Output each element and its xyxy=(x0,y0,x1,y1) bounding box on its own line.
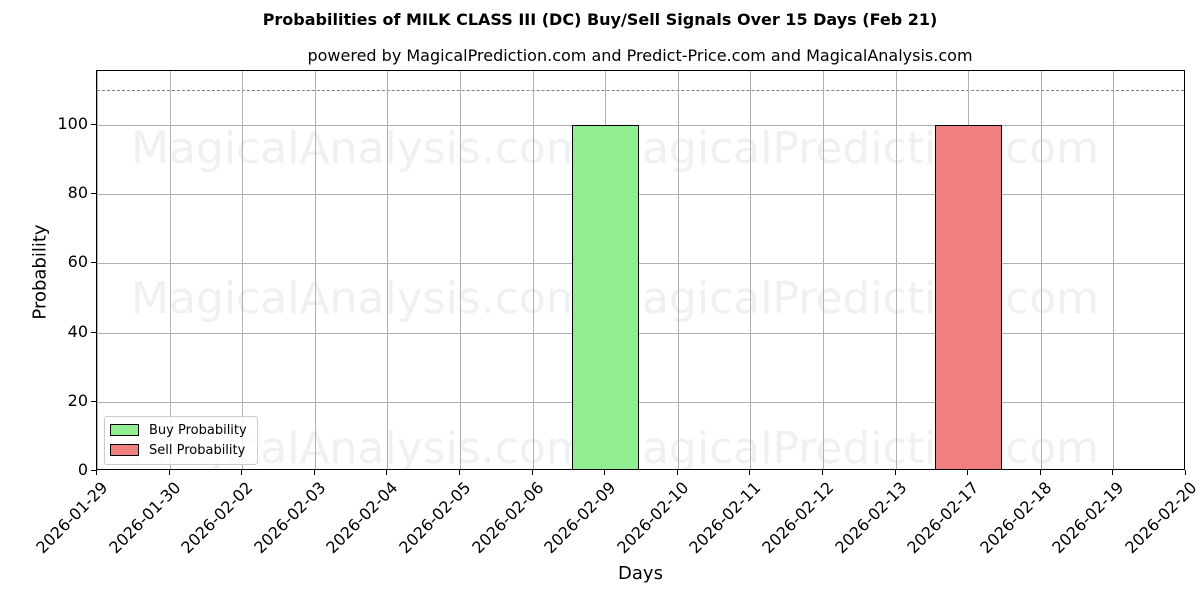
gridline-vertical xyxy=(169,71,171,469)
gridline-vertical xyxy=(97,71,98,469)
y-tick-label: 20 xyxy=(67,390,88,410)
gridline-vertical xyxy=(314,71,316,469)
gridline-vertical xyxy=(1040,71,1042,469)
y-tick-mark xyxy=(91,400,96,402)
legend-item-sell: Sell Probability xyxy=(110,442,245,458)
x-tick-mark xyxy=(967,470,969,475)
gridline-vertical xyxy=(823,71,824,469)
gridline-vertical xyxy=(387,71,389,469)
x-tick-mark xyxy=(894,470,896,475)
gridline-horizontal xyxy=(97,401,1184,403)
x-tick-label: 2026-02-20 xyxy=(1121,478,1200,558)
gridline-vertical xyxy=(750,71,752,469)
x-tick-mark xyxy=(531,470,533,475)
x-tick-label: 2026-02-17 xyxy=(903,478,983,558)
y-tick-mark xyxy=(91,262,96,264)
x-tick-mark xyxy=(459,470,460,475)
x-tick-label: 2026-02-10 xyxy=(613,478,693,558)
x-tick-label: 2026-02-05 xyxy=(395,478,475,558)
threshold-line xyxy=(97,90,1184,92)
x-tick-label: 2026-02-19 xyxy=(1048,478,1128,558)
x-tick-mark xyxy=(313,470,315,475)
x-tick-mark xyxy=(241,470,243,475)
x-tick-label: 2026-02-09 xyxy=(540,478,620,558)
x-axis-label: Days xyxy=(618,563,663,584)
x-tick-mark xyxy=(822,470,823,475)
gridline-vertical xyxy=(532,71,534,469)
gridline-horizontal xyxy=(97,332,1184,334)
watermark: MagicalAnalysis.com xyxy=(131,273,589,324)
sell-probability-bar xyxy=(935,125,1003,469)
legend: Buy Probability Sell Probability xyxy=(104,416,258,465)
x-tick-mark xyxy=(96,470,97,475)
gridline-horizontal xyxy=(97,125,1184,126)
x-tick-label: 2026-02-11 xyxy=(685,478,765,558)
y-tick-label: 60 xyxy=(67,252,88,272)
x-tick-mark xyxy=(749,470,751,475)
x-tick-label: 2026-02-18 xyxy=(976,478,1056,558)
legend-item-buy: Buy Probability xyxy=(110,422,247,438)
gridline-vertical xyxy=(677,71,679,469)
y-tick-label: 100 xyxy=(57,114,88,133)
x-tick-label: 2026-02-13 xyxy=(830,478,911,558)
buy-swatch-icon xyxy=(110,424,139,436)
x-tick-mark xyxy=(1039,470,1041,475)
x-tick-label: 2026-01-30 xyxy=(104,478,185,558)
x-tick-mark xyxy=(604,470,606,475)
y-tick-label: 0 xyxy=(77,460,88,479)
x-tick-label: 2026-02-03 xyxy=(250,478,330,558)
gridline-vertical xyxy=(242,71,244,469)
watermark: MagicalPrediction.com xyxy=(604,273,1099,324)
watermark: MagicalAnalysis.com xyxy=(131,123,589,174)
chart-title: Probabilities of MILK CLASS III (DC) Buy… xyxy=(262,10,938,29)
legend-label-buy: Buy Probability xyxy=(149,422,247,438)
x-tick-mark xyxy=(168,470,170,475)
x-tick-mark xyxy=(676,470,678,475)
y-tick-mark xyxy=(91,331,96,333)
x-tick-label: 2026-01-29 xyxy=(32,478,112,558)
plot-area: MagicalAnalysis.com MagicalPrediction.com… xyxy=(96,70,1185,470)
y-tick-label: 40 xyxy=(67,321,88,341)
x-tick-mark xyxy=(1112,470,1114,475)
y-tick-mark xyxy=(91,193,96,195)
watermark: MagicalPrediction.com xyxy=(604,123,1099,174)
gridline-vertical xyxy=(1113,71,1115,469)
x-tick-label: 2026-02-04 xyxy=(322,478,402,558)
gridline-horizontal xyxy=(97,263,1184,265)
x-tick-label: 2026-02-06 xyxy=(467,478,548,558)
gridline-horizontal xyxy=(97,194,1184,196)
gridline-vertical xyxy=(460,71,461,469)
y-tick-label: 80 xyxy=(67,183,88,203)
buy-probability-bar xyxy=(572,125,640,469)
sell-swatch-icon xyxy=(110,444,139,456)
legend-label-sell: Sell Probability xyxy=(149,442,246,458)
x-tick-label: 2026-02-02 xyxy=(177,478,257,558)
y-axis-label: Probability xyxy=(29,224,51,320)
y-tick-mark xyxy=(91,124,96,125)
chart-subtitle: powered by MagicalPrediction.com and Pre… xyxy=(307,46,973,65)
x-tick-label: 2026-02-12 xyxy=(758,478,838,558)
gridline-vertical xyxy=(895,71,897,469)
y-tick-mark xyxy=(91,470,96,471)
watermark: MagicalPrediction.com xyxy=(604,423,1099,470)
x-tick-mark xyxy=(386,470,388,475)
x-tick-mark xyxy=(1185,470,1186,475)
